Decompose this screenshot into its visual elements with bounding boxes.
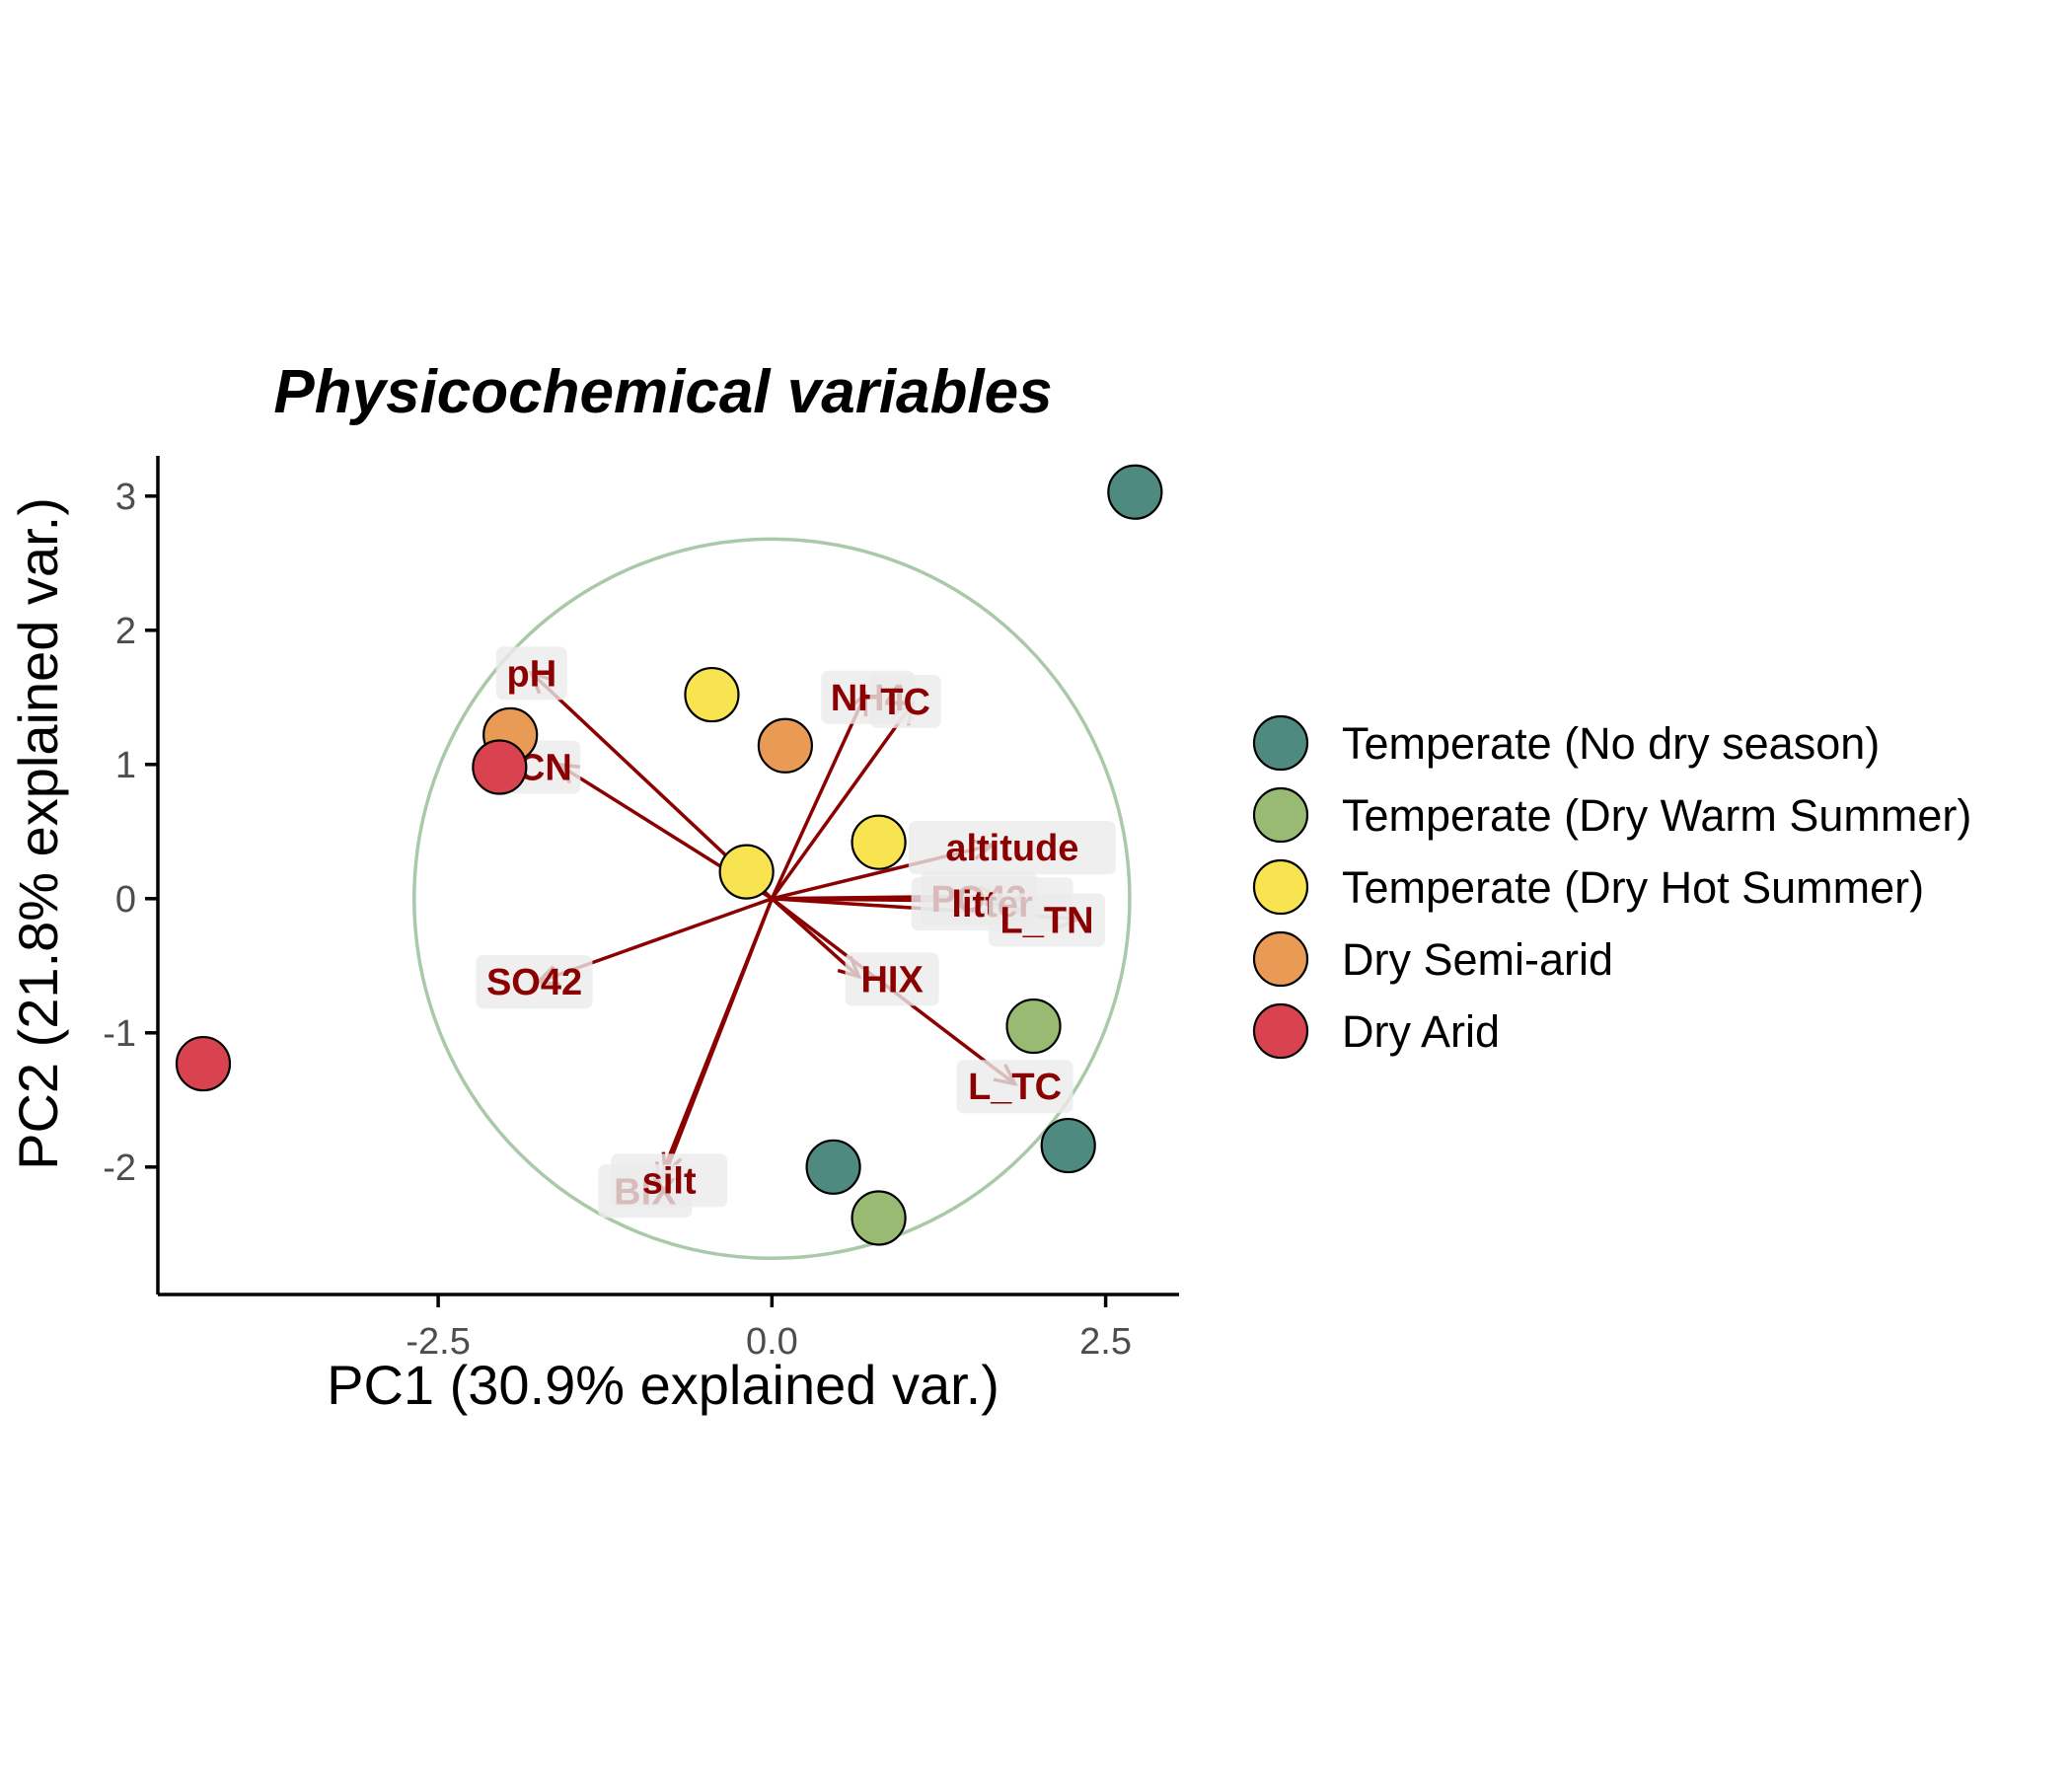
legend-swatch: [1252, 930, 1309, 988]
point-series-2-1: [851, 814, 907, 870]
y-tick-label: 0: [115, 879, 136, 921]
x-tick-label: 2.5: [1079, 1321, 1132, 1363]
loading-arrow-silt: [661, 898, 774, 1178]
svg-text:L_TN: L_TN: [1000, 901, 1094, 942]
point-series-0-1: [1040, 1117, 1096, 1174]
legend-item: Dry Semi-arid: [1252, 930, 1613, 988]
legend-item: Temperate (No dry season): [1252, 714, 1880, 772]
svg-text:HIX: HIX: [860, 959, 924, 1000]
y-axis-ticks: -2 -1 0 1 2 3: [103, 477, 158, 1189]
svg-text:SO42: SO42: [486, 962, 582, 1003]
point-series-0-2: [805, 1139, 861, 1195]
y-tick-label: 3: [115, 477, 136, 518]
legend-swatch: [1252, 714, 1309, 772]
legend-label: Temperate (Dry Hot Summer): [1342, 862, 1924, 913]
legend-swatch: [1252, 1002, 1309, 1060]
svg-text:TC: TC: [880, 682, 930, 723]
legend: Temperate (No dry season) Temperate (Dry …: [1252, 714, 1971, 1060]
point-series-4-1: [175, 1035, 232, 1092]
x-axis-title: PC1 (30.9% explained var.): [327, 1354, 999, 1416]
chart-title: Physicochemical variables: [273, 358, 1052, 426]
x-tick-label: -2.5: [406, 1321, 470, 1363]
loading-label-so42: SO42: [476, 955, 593, 1009]
legend-label: Dry Arid: [1342, 1006, 1500, 1057]
loading-label-ph: pH: [495, 646, 567, 701]
svg-text:pH: pH: [506, 653, 556, 695]
correlation-circle: [412, 537, 1132, 1261]
y-tick-label: 2: [115, 611, 136, 652]
svg-text:L_TC: L_TC: [968, 1067, 1062, 1108]
legend-label: Dry Semi-arid: [1342, 934, 1613, 985]
point-series-1-1: [851, 1190, 907, 1246]
legend-label: Temperate (Dry Warm Summer): [1342, 790, 1971, 841]
plot-area: pHCNNH4TCaltitudePO43litterL_TNHIXL_TCSO…: [175, 464, 1163, 1261]
loading-label-l_tn: L_TN: [989, 893, 1106, 947]
point-series-1-0: [1005, 998, 1062, 1055]
point-series-0-0: [1107, 464, 1163, 520]
svg-text:silt: silt: [642, 1160, 697, 1202]
y-tick-label: 1: [115, 745, 136, 786]
point-series-3-0: [757, 717, 813, 774]
y-axis-title: PC2 (21.8% explained var.): [7, 497, 69, 1170]
point-series-2-0: [684, 666, 740, 723]
point-series-4-0: [472, 739, 528, 795]
loading-label-l_tc: L_TC: [956, 1060, 1073, 1114]
x-tick-label: 0.0: [746, 1321, 798, 1363]
loading-label-tc: TC: [869, 674, 941, 728]
sample-points: [175, 464, 1163, 1246]
legend-item: Temperate (Dry Hot Summer): [1252, 858, 1924, 916]
svg-text:altitude: altitude: [945, 828, 1078, 869]
legend-swatch: [1252, 786, 1309, 844]
x-axis-ticks: -2.5 0.0 2.5: [406, 1295, 1132, 1363]
y-tick-label: -2: [103, 1147, 136, 1189]
loading-labels: pHCNNH4TCaltitudePO43litterL_TNHIXL_TCSO…: [476, 646, 1116, 1219]
legend-label: Temperate (No dry season): [1342, 718, 1880, 769]
loading-label-silt: silt: [611, 1153, 728, 1208]
legend-item: Dry Arid: [1252, 1002, 1500, 1060]
y-tick-label: -1: [103, 1013, 136, 1055]
point-series-2-2: [718, 844, 775, 900]
loading-label-altitude: altitude: [908, 821, 1116, 875]
legend-item: Temperate (Dry Warm Summer): [1252, 786, 1971, 844]
legend-swatch: [1252, 858, 1309, 916]
loading-label-hix: HIX: [845, 952, 939, 1006]
